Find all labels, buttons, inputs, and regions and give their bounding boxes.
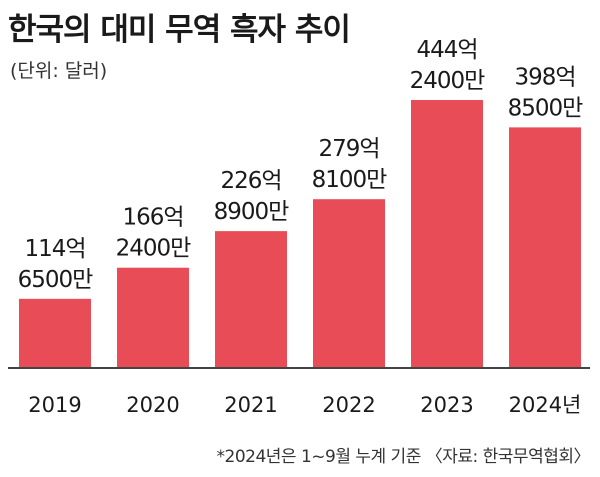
bar-2023 xyxy=(411,100,483,368)
x-tick-label-2024년: 2024년 xyxy=(509,393,582,417)
bars-group xyxy=(19,100,581,368)
x-tick-label-2021: 2021 xyxy=(224,393,277,417)
x-tick-label-2023: 2023 xyxy=(420,393,473,417)
bar-2021 xyxy=(215,231,287,368)
value-label-2023-1: 444억 xyxy=(416,37,477,63)
x-axis-labels-group: 2019 2020 2021 2022 2023 2024년 xyxy=(28,393,581,417)
chart-title: 한국의 대미 무역 흑자 추이 xyxy=(8,12,351,48)
value-labels-group: 114억 6500만 166억 2400만 226억 8900만 279억 8100만 444억… xyxy=(18,37,585,293)
bar-2020 xyxy=(117,267,189,368)
value-label-2021-1: 226억 xyxy=(220,168,281,194)
value-label-2020-1: 166억 xyxy=(122,205,183,231)
value-label-2022-1: 279억 xyxy=(318,136,379,162)
x-tick-label-2020: 2020 xyxy=(126,393,179,417)
value-label-2024년-1: 398억 xyxy=(514,64,575,90)
x-tick-label-2022: 2022 xyxy=(322,393,375,417)
footnote: *2024년은 1~9월 누계 기준 〈자료: 한국무역협회〉 xyxy=(216,447,591,467)
unit-label: (단위: 달러) xyxy=(10,60,108,82)
value-label-2023-2: 2400만 xyxy=(410,68,486,94)
bar-2024년 xyxy=(509,127,581,368)
value-label-2019-2: 6500만 xyxy=(18,267,94,293)
bar-2022 xyxy=(313,199,385,368)
value-label-2022-2: 8100만 xyxy=(312,167,388,193)
value-label-2024년-2: 8500만 xyxy=(508,95,584,121)
value-label-2020-2: 2400만 xyxy=(116,236,192,262)
x-tick-label-2019: 2019 xyxy=(28,393,81,417)
value-label-2019-1: 114억 xyxy=(24,236,85,262)
bar-2019 xyxy=(19,298,91,368)
value-label-2021-2: 8900만 xyxy=(214,199,290,225)
